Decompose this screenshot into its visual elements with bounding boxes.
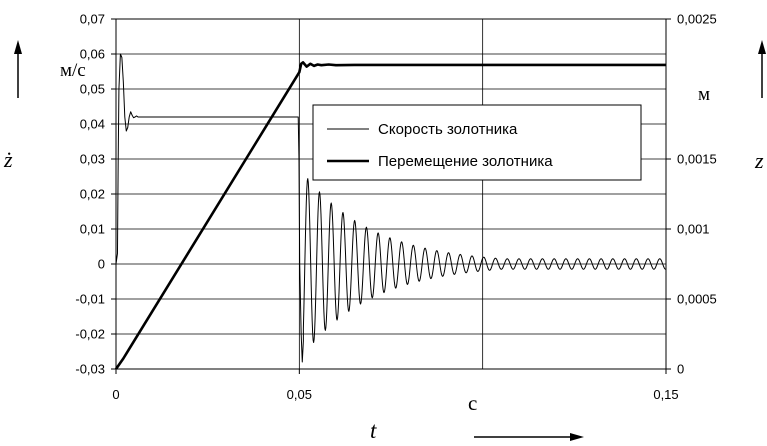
left-tick-label: 0: [98, 257, 105, 272]
right-axis-arrow-icon: [758, 40, 766, 98]
left-tick-label: 0,03: [80, 152, 105, 167]
axes: [111, 18, 671, 374]
left-tick-label: 0,04: [80, 117, 105, 132]
left-tick-label: 0,02: [80, 187, 105, 202]
right-tick-label: 0,0015: [677, 152, 717, 167]
left-axis-unit: м/с: [60, 60, 86, 81]
x-tick-label: 0,15: [653, 387, 678, 402]
series-layer: [114, 53, 666, 370]
left-tick-label: 0,01: [80, 222, 105, 237]
left-axis-arrow-icon: [14, 40, 22, 98]
right-tick-label: 0,0025: [677, 12, 717, 27]
left-tick-label: 0,07: [80, 12, 105, 27]
right-tick-label: 0,001: [677, 222, 710, 237]
series-displacement-line: [114, 61, 666, 370]
left-tick-label: 0,06: [80, 47, 105, 62]
legend: Скорость золотника Перемещение золотника: [312, 104, 642, 181]
x-tick-label: 0,05: [287, 387, 312, 402]
left-tick-label: -0,01: [75, 292, 105, 307]
right-tick-label: 0,0005: [677, 292, 717, 307]
x-axis-label: t: [370, 418, 377, 443]
legend-entry-velocity: Скорость золотника: [378, 121, 518, 138]
right-axis-unit: м: [698, 84, 710, 105]
grid: [116, 19, 666, 369]
tick-labels: 0,07 0,06 0,05 0,04 0,03 0,02 0,01 0 -0,01 -0,02 -…: [75, 12, 716, 403]
left-tick-label: 0,05: [80, 82, 105, 97]
left-axis-label: ż: [3, 147, 13, 172]
legend-box: [312, 104, 642, 181]
legend-entry-displacement: Перемещение золотника: [378, 153, 553, 170]
right-tick-label: 0: [677, 362, 684, 377]
left-tick-label: -0,02: [75, 327, 105, 342]
x-axis-unit: с: [468, 391, 477, 415]
x-axis-arrow-icon: [474, 433, 584, 441]
x-tick-label: 0: [112, 387, 119, 402]
series-velocity-line: [115, 53, 666, 363]
right-axis-label: z: [754, 148, 764, 173]
left-tick-label: -0,03: [75, 362, 105, 377]
